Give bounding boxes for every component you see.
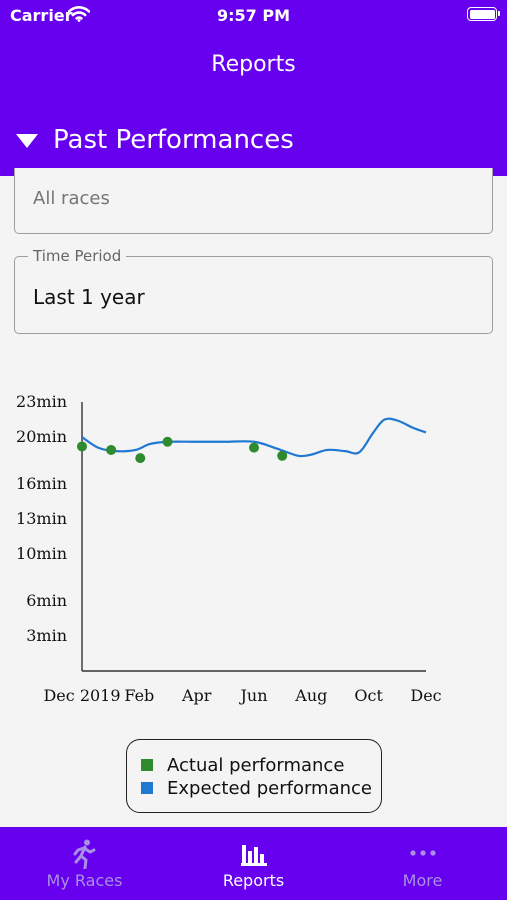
- y-tick-label: 13min: [16, 509, 67, 528]
- tab-label-more: More: [402, 871, 443, 890]
- runner-icon: [73, 839, 95, 869]
- tab-bar: My Races Reports More: [0, 827, 507, 900]
- more-dots-icon: [409, 850, 436, 856]
- battery-icon: [467, 7, 500, 21]
- disclosure-triangle-icon: [16, 134, 38, 148]
- x-tick-label: Aug: [294, 686, 327, 705]
- nav-bar: Reports: [0, 30, 507, 104]
- past-performances-header[interactable]: Past Performances: [0, 104, 507, 176]
- status-time: 9:57 PM: [216, 6, 290, 25]
- time-period-field[interactable]: Time Period Last 1 year: [14, 247, 493, 334]
- x-tick-label: Apr: [181, 686, 212, 705]
- status-bar: Carrier 9:57 PM: [0, 0, 507, 30]
- x-tick-label: Dec: [410, 686, 441, 705]
- race-filter-value: All races: [33, 188, 110, 209]
- y-tick-label: 23min: [16, 392, 67, 411]
- time-period-label: Time Period: [28, 247, 127, 265]
- x-tick-label: Jun: [238, 686, 267, 705]
- actual-performance-point: [277, 450, 288, 461]
- carrier-label: Carrier: [10, 6, 73, 25]
- tab-label-my-races: My Races: [46, 871, 123, 890]
- legend-item-actual: Actual performance: [141, 754, 344, 776]
- time-period-value: Last 1 year: [33, 285, 145, 309]
- section-title: Past Performances: [53, 125, 294, 155]
- wifi-icon: [68, 6, 90, 22]
- bar-chart-icon: [240, 845, 267, 866]
- legend-label-expected: Expected performance: [167, 777, 372, 799]
- actual-performance-point: [249, 442, 259, 453]
- legend-label-actual: Actual performance: [167, 754, 345, 776]
- race-filter-field[interactable]: All races: [14, 168, 493, 234]
- actual-performance-point: [77, 441, 87, 452]
- y-tick-label: 6min: [26, 591, 67, 610]
- actual-performance-point: [135, 453, 146, 464]
- legend-swatch-actual: [141, 759, 153, 771]
- actual-performance-point: [162, 436, 173, 447]
- x-tick-label: Feb: [124, 686, 154, 705]
- tab-reports[interactable]: Reports: [169, 827, 338, 900]
- expected-performance-line: [81, 417, 427, 458]
- page-title: Reports: [211, 52, 296, 77]
- actual-performance-point: [106, 444, 117, 455]
- y-tick-label: 10min: [16, 544, 67, 563]
- tab-label-reports: Reports: [222, 871, 285, 890]
- y-tick-label: 3min: [26, 626, 67, 645]
- x-tick-label: Oct: [354, 686, 383, 705]
- legend-item-expected: Expected performance: [141, 777, 372, 799]
- legend-swatch-expected: [141, 782, 153, 794]
- performance-chart: 3min 6min 10min 13min 16min 20min 23min Dec 201…: [16, 392, 442, 705]
- chart-legend: Actual performance Expected performance: [126, 739, 382, 813]
- y-tick-label: 16min: [16, 474, 67, 493]
- x-tick-label: Dec 2019: [43, 686, 120, 705]
- y-tick-label: 20min: [16, 427, 67, 446]
- tab-my-races[interactable]: My Races: [0, 827, 169, 900]
- tab-more[interactable]: More: [338, 827, 507, 900]
